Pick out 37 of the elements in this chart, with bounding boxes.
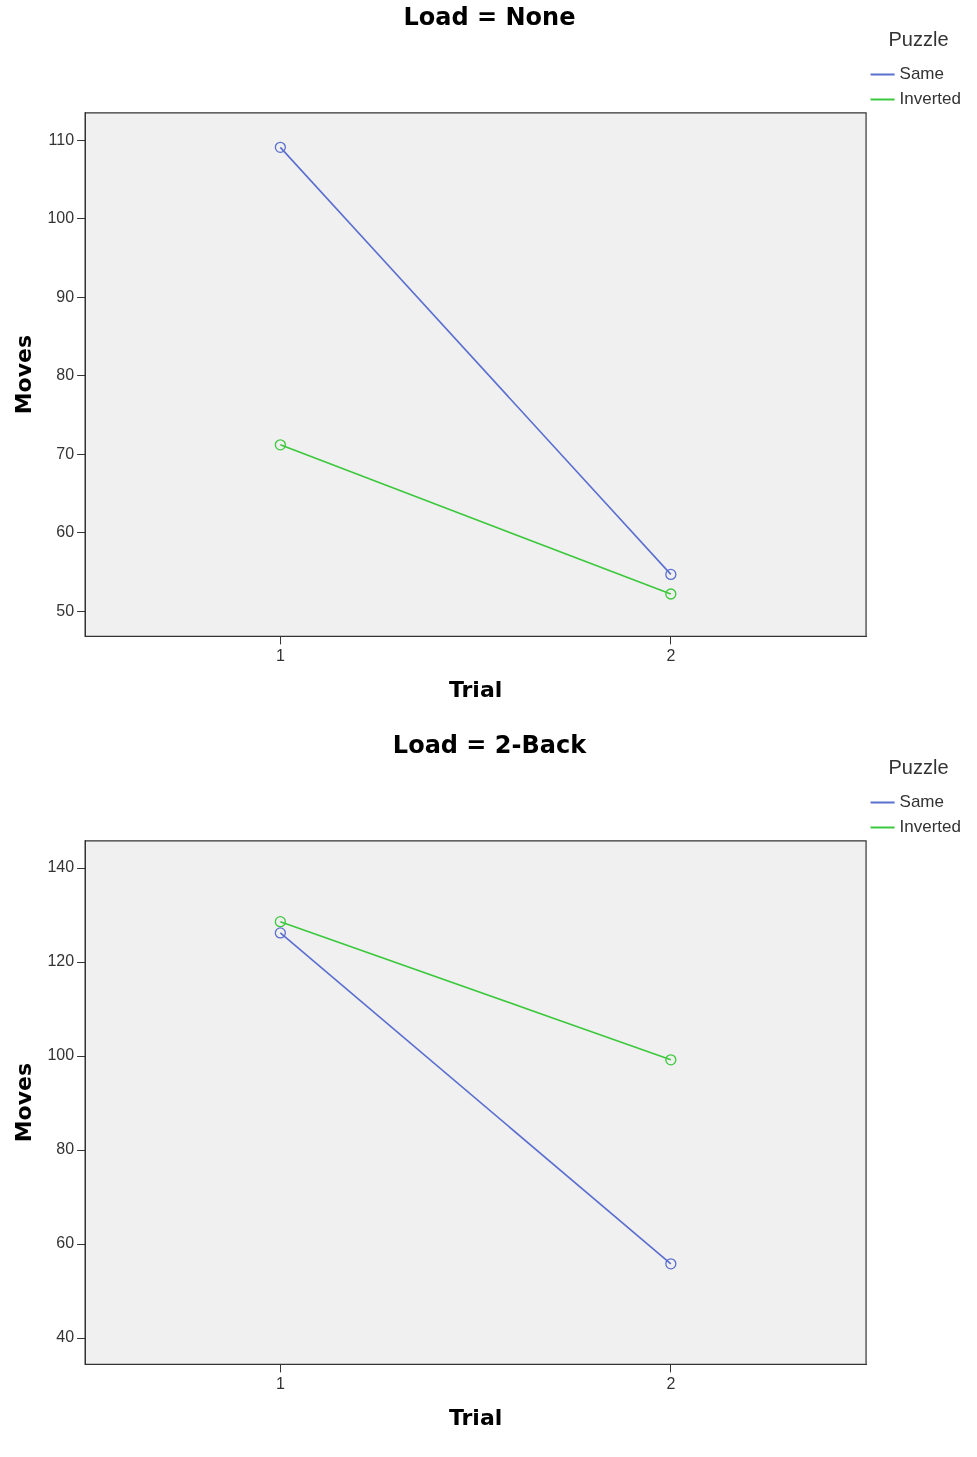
x-axis-title: Trial [448, 676, 503, 702]
legend-title: Puzzle [888, 27, 949, 50]
point [274, 439, 286, 451]
point [665, 588, 677, 600]
legend-title: Puzzle [888, 755, 949, 778]
y-tick-label: 40 [56, 1328, 75, 1346]
x-tick-label: 1 [275, 647, 285, 665]
x-tick-label: 2 [666, 647, 676, 665]
y-tick-label: 50 [56, 601, 75, 619]
chart-title: Load = 2-Back [392, 730, 588, 759]
point [665, 1258, 677, 1270]
x-tick-label: 2 [666, 1375, 676, 1393]
y-tick-label: 70 [56, 444, 75, 462]
chart-title: Load = None [403, 2, 576, 31]
y-tick-label: 140 [47, 858, 75, 876]
point [665, 1054, 677, 1066]
legend-label: Inverted [899, 89, 962, 109]
y-tick-label: 120 [47, 952, 75, 970]
point [665, 568, 677, 581]
y-tick-label: 80 [56, 366, 75, 384]
legend-label: Same [899, 792, 944, 812]
y-axis-title: Moves [10, 1062, 36, 1143]
y-tick-label: 90 [56, 287, 75, 305]
y-tick-label: 100 [47, 1046, 75, 1064]
y-axis-title: Moves [10, 334, 36, 415]
point [274, 915, 286, 928]
y-tick-label: 100 [47, 209, 75, 227]
x-axis-title: Trial [448, 1404, 503, 1430]
x-tick-label: 1 [275, 1375, 285, 1393]
point [274, 927, 286, 939]
y-tick-label: 60 [56, 1234, 75, 1252]
y-tick-label: 60 [56, 523, 75, 541]
y-tick-label: 80 [56, 1140, 75, 1158]
legend-label: Same [899, 64, 944, 84]
legend-label: Inverted [899, 817, 962, 837]
y-tick-label: 110 [48, 130, 75, 148]
point [274, 141, 286, 153]
